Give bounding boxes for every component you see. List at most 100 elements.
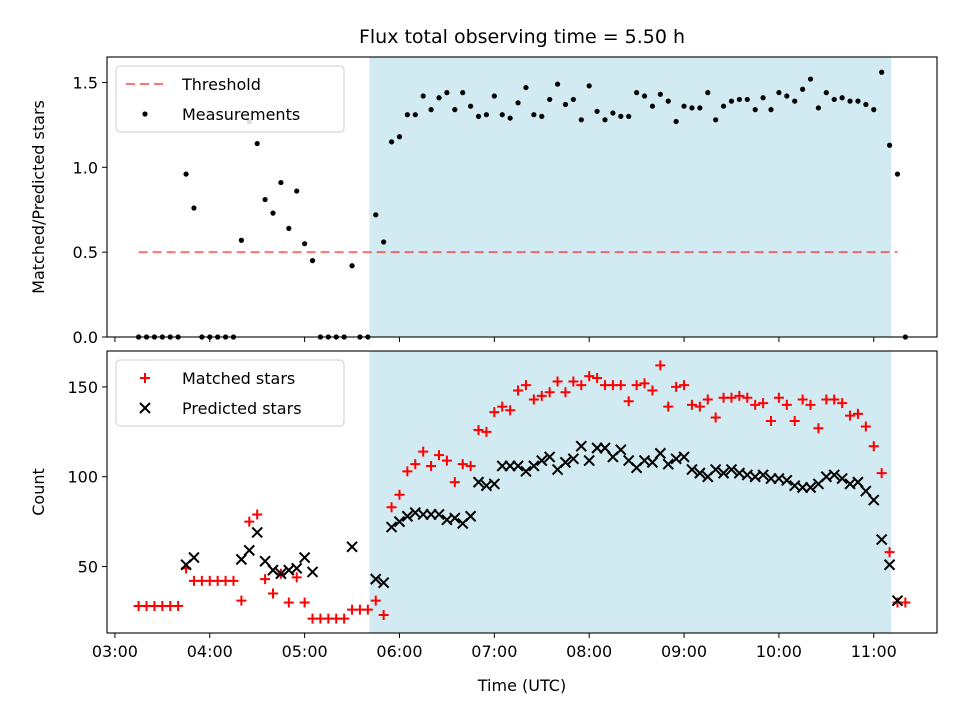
measurement-point: [610, 110, 616, 116]
matched-star-point: [584, 371, 595, 382]
matched-star-point: [837, 398, 848, 409]
predicted-star-point: [567, 453, 580, 465]
matched-star-point: [465, 460, 476, 471]
predicted-star-point: [804, 481, 817, 494]
predicted-star-point: [781, 474, 793, 487]
predicted-star-point: [393, 515, 406, 528]
predicted-star-point: [543, 451, 556, 463]
matched-star-point: [766, 416, 776, 427]
measurement-point: [697, 105, 703, 111]
matched-star-point: [418, 446, 429, 457]
measurement-point: [412, 112, 418, 118]
legend-measurement-swatch: [142, 111, 148, 117]
measurement-point: [847, 98, 853, 104]
predicted-star-point: [512, 460, 524, 472]
measurement-point: [760, 95, 766, 101]
matched-star-point: [884, 547, 895, 558]
matched-star-point: [228, 575, 239, 586]
measurement-point: [309, 258, 316, 264]
measurement-point: [618, 113, 624, 119]
predicted-star-point: [575, 440, 587, 452]
measurement-point: [649, 103, 656, 109]
measurement-point: [871, 107, 877, 113]
measurement-point: [815, 105, 822, 111]
measurement-point: [626, 113, 632, 119]
matched-star-point: [505, 405, 516, 416]
legend-predicted-swatch: [139, 402, 151, 414]
measurement-point: [302, 241, 308, 247]
measurement-point: [681, 103, 687, 109]
measurement-point: [736, 96, 742, 103]
predicted-star-point: [860, 485, 872, 497]
predicted-star-point: [235, 553, 248, 566]
measurement-point: [562, 101, 569, 108]
count-panel: 50 100 150 03:00 04:00 05:00 06:00 07:00 08:00 09…: [29, 350, 938, 695]
matched-star-point: [845, 410, 856, 421]
measurement-point: [720, 103, 727, 109]
observing-interval-shade: [369, 351, 892, 633]
measurement-point: [800, 86, 806, 92]
measurement-point: [744, 96, 750, 103]
measurement-point: [894, 171, 901, 177]
measurement-point: [238, 237, 244, 243]
matched-star-point: [663, 401, 674, 412]
measurement-point: [689, 105, 695, 111]
axes-frame: [106, 350, 938, 634]
measurement-point: [547, 96, 553, 103]
matched-star-point: [283, 597, 294, 608]
matched-star-point: [173, 601, 184, 612]
predicted-star-point: [528, 460, 540, 472]
matched-star-point: [852, 408, 863, 419]
matched-star-point: [868, 441, 879, 452]
y-tick-label: 1.0: [73, 158, 98, 177]
predicted-star-point: [868, 494, 880, 506]
measurement-point: [428, 107, 434, 113]
predicted-star-point: [267, 564, 279, 576]
measurement-point: [713, 117, 719, 123]
measurement-point: [594, 108, 600, 114]
measurement-point: [705, 90, 711, 96]
y-tick-label: 1.5: [73, 73, 98, 92]
measurement-point: [673, 118, 679, 125]
observing-interval-shade: [369, 57, 892, 337]
measurement-point: [507, 115, 513, 121]
legend-label: Threshold: [181, 75, 261, 94]
x-tick-label: 08:00: [566, 642, 612, 661]
measurement-point: [270, 210, 276, 216]
measurement-point: [570, 96, 576, 103]
matched-star-point: [339, 613, 350, 624]
predicted-star-point: [275, 568, 287, 580]
measurement-point: [460, 90, 466, 96]
matched-star-point: [410, 459, 421, 470]
matched-star-point: [236, 595, 247, 606]
matched-star-point: [520, 380, 531, 391]
measurement-point: [436, 95, 442, 101]
predicted-star-point: [725, 463, 738, 476]
predicted-star-point: [828, 469, 840, 481]
matched-star-point: [244, 516, 255, 527]
y-tick-label: 50: [78, 558, 98, 577]
measurement-point: [886, 142, 893, 148]
matched-star-point: [370, 595, 381, 606]
ratio-panel: 0.0 0.5 1.0 1.5 Matched/Predicted stars Thres…: [29, 56, 938, 347]
measurement-point: [641, 93, 648, 99]
measurement-point: [752, 107, 758, 113]
matched-star-point: [513, 385, 524, 396]
legend-box: [115, 65, 345, 133]
predicted-star-point: [433, 508, 445, 521]
matched-star-point: [615, 380, 626, 391]
matched-star-point: [481, 426, 492, 437]
matched-star-point: [655, 360, 666, 371]
measurement-point: [278, 179, 284, 186]
measurement-point: [468, 103, 474, 109]
matched-star-point: [647, 385, 658, 396]
x-axis-label: Time (UTC): [477, 676, 566, 695]
measurement-point: [807, 76, 814, 82]
legend: Threshold Measurements: [115, 65, 345, 133]
predicted-star-point: [536, 454, 548, 467]
matched-star-point: [805, 399, 816, 410]
measurement-point: [578, 117, 584, 123]
matched-star-point: [813, 423, 824, 434]
x-tick-label: 05:00: [282, 642, 328, 661]
